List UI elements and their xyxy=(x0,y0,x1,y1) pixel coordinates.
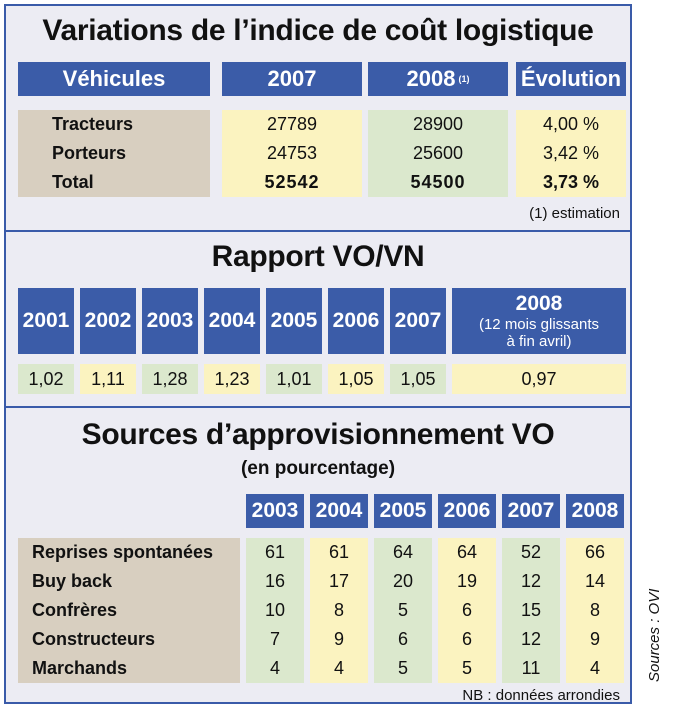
footnote-rounded: NB : données arrondies xyxy=(462,687,620,704)
cell-value: 4 xyxy=(333,658,344,678)
col-bg xyxy=(374,538,432,683)
ratio-value-2008: 0,97 xyxy=(452,364,626,394)
section3-subtitle: (en pourcentage) xyxy=(240,458,396,479)
cell-value: 20 xyxy=(392,571,414,591)
section-logistic-cost: Variations de l’indice de coût logistiqu… xyxy=(6,6,630,230)
cell-value: 14 xyxy=(584,571,606,591)
row-label: Confrères xyxy=(32,600,118,620)
year-header: 2004 xyxy=(204,288,260,354)
labels-column-bg xyxy=(18,110,210,197)
cell-value: 9 xyxy=(333,629,344,649)
cell-value: 12 xyxy=(520,571,542,591)
cell-value: 12 xyxy=(520,629,542,649)
cell-value: 5 xyxy=(397,658,408,678)
cell-value: 6 xyxy=(461,629,472,649)
row-label-total: Total xyxy=(52,172,94,192)
ratio-value: 1,02 xyxy=(18,364,74,394)
cell-2007: 27789 xyxy=(266,114,318,134)
cell-value: 5 xyxy=(461,658,472,678)
header-vehicules: Véhicules xyxy=(18,62,210,96)
cell-value: 7 xyxy=(269,629,280,649)
year-header: 2007 xyxy=(502,494,560,528)
cell-value: 9 xyxy=(589,629,600,649)
cell-value: 4 xyxy=(269,658,280,678)
year-header: 2006 xyxy=(328,288,384,354)
infographic-frame: Variations de l’indice de coût logistiqu… xyxy=(4,4,632,704)
cell-value: 4 xyxy=(589,658,600,678)
col-bg xyxy=(438,538,496,683)
ratio-value: 1,05 xyxy=(390,364,446,394)
row-label: Marchands xyxy=(32,658,128,678)
row-label: Constructeurs xyxy=(32,629,156,649)
cell-value: 6 xyxy=(461,600,472,620)
header-evolution: Évolution xyxy=(516,62,626,96)
source-credit: Sources : OVI xyxy=(646,588,663,682)
col-bg xyxy=(246,538,304,683)
cell-value: 15 xyxy=(520,600,542,620)
labels-column-bg xyxy=(18,538,240,683)
section-vo-vn-ratio: Rapport VO/VN 2001 2002 2003 2004 2005 2… xyxy=(6,232,630,406)
cell-value: 19 xyxy=(456,571,478,591)
ratio-value: 1,01 xyxy=(266,364,322,394)
col-bg xyxy=(566,538,624,683)
section2-title: Rapport VO/VN xyxy=(211,240,425,273)
section-divider xyxy=(6,406,630,408)
section1-title: Variations de l’indice de coût logistiqu… xyxy=(42,14,594,47)
cell-value: 52 xyxy=(520,542,542,562)
year-header: 2008 xyxy=(566,494,624,528)
section-divider xyxy=(6,230,630,232)
year-header: 2003 xyxy=(142,288,198,354)
footnote-estimation: (1) estimation xyxy=(529,205,620,222)
cell-evolution-total: 3,73 % xyxy=(542,172,600,192)
ratio-value: 1,28 xyxy=(142,364,198,394)
cell-value: 16 xyxy=(264,571,286,591)
cell-value: 8 xyxy=(333,600,344,620)
year-header: 2005 xyxy=(374,494,432,528)
year-header: 2004 xyxy=(310,494,368,528)
year-header: 2007 xyxy=(390,288,446,354)
section-vo-sources: Sources d’approvisionnement VO (en pourc… xyxy=(6,408,630,704)
year-header: 2003 xyxy=(246,494,304,528)
row-label: Buy back xyxy=(32,571,113,591)
header-2007: 2007 xyxy=(222,62,362,96)
ratio-value: 1,05 xyxy=(328,364,384,394)
cell-2007: 24753 xyxy=(266,143,318,163)
year-header: 2006 xyxy=(438,494,496,528)
cell-value: 61 xyxy=(328,542,350,562)
year-header: 2002 xyxy=(80,288,136,354)
cell-value: 61 xyxy=(264,542,286,562)
year-header: 2005 xyxy=(266,288,322,354)
col-bg xyxy=(310,538,368,683)
col-evolution-bg xyxy=(516,110,626,197)
cell-2008-total: 54500 xyxy=(410,172,466,192)
cell-2008: 25600 xyxy=(412,143,464,163)
cell-evolution: 4,00 % xyxy=(542,114,600,134)
cell-2008: 28900 xyxy=(412,114,464,134)
cell-value: 11 xyxy=(521,658,541,678)
cell-value: 17 xyxy=(328,571,350,591)
cell-2007-total: 52542 xyxy=(264,172,320,192)
ratio-value: 1,23 xyxy=(204,364,260,394)
cell-evolution: 3,42 % xyxy=(542,143,600,163)
cell-value: 10 xyxy=(264,600,286,620)
cell-value: 8 xyxy=(589,600,600,620)
row-label: Reprises spontanées xyxy=(32,542,214,562)
cell-value: 66 xyxy=(584,542,606,562)
cell-value: 5 xyxy=(397,600,408,620)
header-2008: 2008 (1) xyxy=(368,62,508,96)
year-header-2008: 2008 (12 mois glissants à fin avril) xyxy=(452,288,626,354)
col-bg xyxy=(502,538,560,683)
ratio-value: 1,11 xyxy=(80,364,136,394)
row-label: Tracteurs xyxy=(52,114,134,134)
cell-value: 64 xyxy=(456,542,478,562)
row-label: Porteurs xyxy=(52,143,127,163)
col-2007-bg xyxy=(222,110,362,197)
col-2008-bg xyxy=(368,110,508,197)
cell-value: 6 xyxy=(397,629,408,649)
year-header: 2001 xyxy=(18,288,74,354)
cell-value: 64 xyxy=(392,542,414,562)
section3-title: Sources d’approvisionnement VO xyxy=(81,418,555,451)
